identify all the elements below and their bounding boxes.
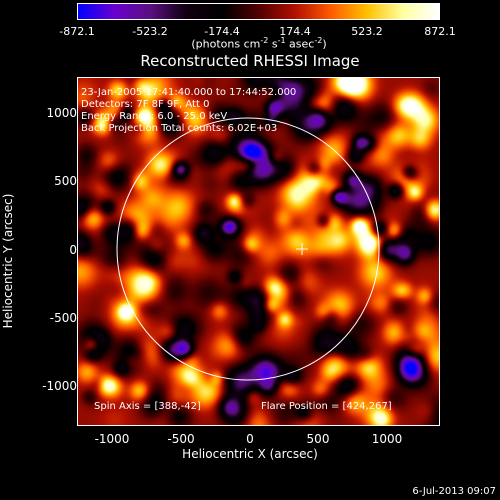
time-range-annotation: 23-Jan-2005 17:41:40.000 to 17:44:52.000 [81, 87, 297, 98]
generated-timestamp: 6-Jul-2013 09:07 [412, 486, 496, 497]
colorbar [77, 3, 440, 20]
y-tick-label: -1000 [42, 379, 77, 393]
colorbar-units: (photons cm-2 s-1 asec-2) [191, 36, 327, 51]
spin-axis-annotation: Spin Axis = [388,-42] [94, 401, 201, 412]
x-tick-label: 1000 [371, 432, 403, 446]
x-tick-label: 0 [246, 432, 254, 446]
x-tick-label: -500 [167, 432, 195, 446]
y-axis-label: Heliocentric Y (arcsec) [1, 193, 15, 329]
solar-limb-circle [116, 117, 380, 381]
y-tick-label: -500 [49, 311, 77, 325]
colorbar-tick: -872.1 [59, 25, 95, 38]
x-tick-label: 500 [306, 432, 330, 446]
x-axis-label: Heliocentric X (arcsec) [182, 447, 318, 461]
flare-position-annotation: Flare Position = [424,267] [261, 401, 392, 412]
x-tick-label: -1000 [94, 432, 130, 446]
rhessi-map-image [77, 77, 440, 426]
y-tick-label: 500 [54, 174, 77, 188]
colorbar-tick: 174.4 [279, 25, 311, 38]
detectors-annotation: Detectors: 7F 8F 9F, Att 0 [81, 99, 210, 110]
energy-range-annotation: Energy Range: 6.0 - 25.0 keV [81, 111, 228, 122]
colorbar-tick: 523.2 [351, 25, 383, 38]
plot-title: Reconstructed RHESSI Image [140, 52, 360, 70]
colorbar-tick: 872.1 [424, 25, 456, 38]
colorbar-tick: -523.2 [132, 25, 168, 38]
method-annotation: Back Projection Total counts: 6.02E+03 [81, 123, 278, 134]
y-tick-label: 1000 [46, 106, 77, 120]
colorbar-tick: -174.4 [204, 25, 240, 38]
flare-position-marker [296, 243, 308, 255]
solar-limb-overlay [116, 117, 380, 381]
y-tick-label: 0 [69, 243, 77, 257]
